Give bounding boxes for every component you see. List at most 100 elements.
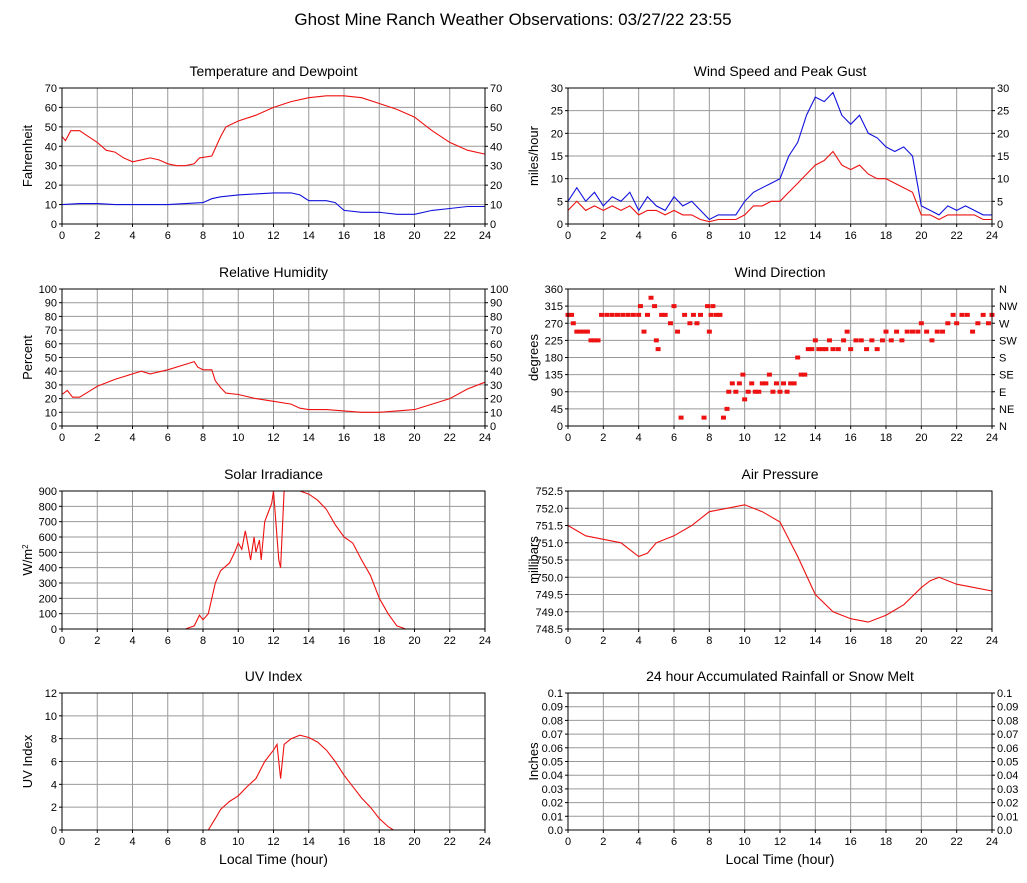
- y-tick-label: 315: [545, 301, 563, 313]
- y-tick-label: 0.0: [548, 825, 563, 837]
- y-tick-label: 30: [45, 380, 57, 392]
- y-tick-label: 10: [45, 711, 57, 723]
- x-tick-label: 0: [59, 836, 65, 848]
- x-tick-label: 24: [479, 432, 491, 444]
- x-tick-label: 10: [232, 836, 244, 848]
- x-tick-label: 2: [600, 230, 606, 242]
- chart-title: Wind Speed and Peak Gust: [694, 63, 867, 79]
- data-point: [726, 389, 732, 394]
- x-tick-label: 14: [809, 635, 821, 647]
- data-point: [858, 338, 864, 343]
- compass-label: SE: [999, 370, 1014, 382]
- y-tick-label-right: 90: [490, 298, 502, 310]
- data-point: [698, 312, 703, 317]
- series-line: [61, 95, 486, 167]
- x-tick-label: 20: [915, 836, 927, 848]
- y-tick-label: 749.5: [535, 590, 563, 602]
- data-point: [724, 406, 730, 411]
- data-point: [910, 329, 915, 334]
- chart-rain: 24 hour Accumulated Rainfall or Snow Mel…: [526, 668, 1018, 867]
- data-point: [959, 312, 965, 317]
- data-point: [918, 321, 924, 326]
- y-tick-label: 4: [51, 779, 57, 791]
- y-tick-label: 5: [557, 196, 563, 208]
- y-tick-label-right: 0.08: [997, 715, 1018, 727]
- data-point: [970, 329, 976, 334]
- x-tick-label: 6: [165, 230, 171, 242]
- data-point: [742, 397, 748, 402]
- x-tick-label: 18: [373, 635, 385, 647]
- y-tick-label: 12: [45, 688, 57, 700]
- data-point: [940, 329, 946, 334]
- x-tick-label: 14: [809, 432, 821, 444]
- y-tick-label: 0.1: [548, 688, 563, 700]
- y-tick-label-right: 20: [997, 128, 1009, 140]
- x-tick-label: 16: [338, 432, 350, 444]
- y-tick-label-right: 0.09: [997, 702, 1018, 714]
- data-point: [671, 304, 677, 309]
- y-tick-label-right: 0.03: [997, 784, 1018, 796]
- y-tick-label-right: 40: [490, 141, 502, 153]
- data-point: [574, 329, 580, 334]
- x-tick-label: 18: [880, 432, 892, 444]
- x-tick-label: 18: [880, 635, 892, 647]
- y-tick-label-right: 30: [997, 83, 1009, 95]
- y-tick-label: 270: [545, 318, 563, 330]
- data-point: [980, 312, 986, 317]
- y-tick-label: 20: [45, 180, 57, 192]
- page-title: Ghost Mine Ranch Weather Observations: 0…: [294, 10, 731, 29]
- data-point: [694, 321, 700, 326]
- y-tick-label: 0: [51, 624, 57, 636]
- data-point: [675, 329, 681, 334]
- y-tick-label: 90: [551, 387, 563, 399]
- x-tick-label: 16: [338, 836, 350, 848]
- compass-label: E: [999, 387, 1006, 399]
- x-tick-label: 8: [706, 836, 712, 848]
- y-tick-label: 180: [545, 353, 563, 365]
- y-tick-label: 748.5: [535, 624, 563, 636]
- x-tick-label: 8: [706, 230, 712, 242]
- y-tick-label: 45: [551, 404, 563, 416]
- data-point: [853, 338, 859, 343]
- data-point: [869, 338, 875, 343]
- y-tick-label-right: 70: [490, 83, 502, 95]
- y-tick-label: 100: [39, 284, 57, 296]
- data-point: [637, 304, 643, 309]
- y-tick-label: 700: [39, 517, 57, 529]
- chart-title: Wind Direction: [734, 264, 825, 280]
- y-tick-label: 10: [551, 174, 563, 186]
- y-tick-label-right: 15: [997, 151, 1009, 163]
- x-tick-label: 6: [671, 230, 677, 242]
- data-point: [899, 338, 905, 343]
- y-tick-label: 25: [551, 106, 563, 118]
- x-tick-label: 4: [636, 432, 642, 444]
- y-tick-label: 20: [551, 128, 563, 140]
- y-tick-label: 0: [557, 421, 563, 433]
- data-point: [706, 329, 712, 334]
- data-point: [883, 329, 889, 334]
- y-tick-label-right: 10: [490, 407, 502, 419]
- y-tick-label: 0.05: [542, 757, 563, 769]
- x-tick-label: 10: [739, 635, 751, 647]
- x-tick-label: 8: [200, 836, 206, 848]
- y-tick-label-right: 0.06: [997, 743, 1018, 755]
- y-tick-label: 800: [39, 501, 57, 513]
- data-point: [802, 372, 808, 377]
- x-tick-label: 0: [565, 432, 571, 444]
- y-tick-label-right: 30: [490, 380, 502, 392]
- y-tick-label: 20: [45, 394, 57, 406]
- x-tick-label: 0: [565, 230, 571, 242]
- x-tick-label: 24: [986, 230, 998, 242]
- data-point: [809, 347, 815, 352]
- y-tick-label: 0.04: [542, 770, 563, 782]
- x-tick-label: 10: [232, 635, 244, 647]
- x-tick-label: 2: [94, 635, 100, 647]
- y-tick-label: 50: [45, 122, 57, 134]
- data-point: [894, 329, 900, 334]
- x-tick-label: 10: [232, 230, 244, 242]
- data-point: [733, 389, 739, 394]
- x-tick-label: 4: [129, 635, 135, 647]
- x-tick-label: 4: [636, 230, 642, 242]
